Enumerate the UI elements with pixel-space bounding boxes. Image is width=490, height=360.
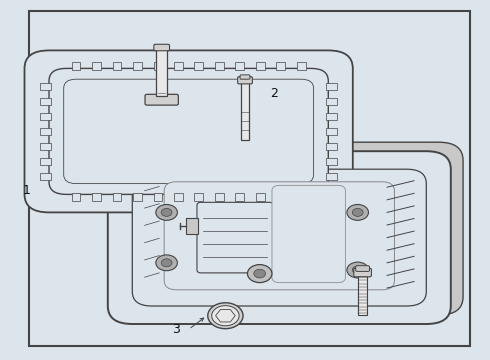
Bar: [326, 173, 337, 180]
Bar: [326, 98, 337, 105]
FancyBboxPatch shape: [197, 202, 273, 273]
FancyBboxPatch shape: [64, 79, 314, 184]
Bar: [241, 79, 249, 140]
Bar: [153, 193, 162, 201]
Bar: [174, 193, 183, 201]
Bar: [256, 193, 265, 201]
Bar: [276, 62, 285, 70]
Bar: [326, 83, 337, 90]
Bar: [72, 193, 80, 201]
Bar: [326, 143, 337, 150]
FancyBboxPatch shape: [354, 268, 371, 277]
Bar: [195, 62, 203, 70]
Bar: [297, 62, 306, 70]
Circle shape: [212, 306, 239, 326]
Bar: [215, 62, 224, 70]
Bar: [174, 62, 183, 70]
Bar: [186, 218, 198, 234]
FancyBboxPatch shape: [272, 185, 345, 283]
FancyBboxPatch shape: [164, 182, 394, 290]
Circle shape: [352, 266, 363, 274]
Bar: [133, 62, 142, 70]
Bar: [133, 193, 142, 201]
Bar: [256, 62, 265, 70]
Circle shape: [156, 255, 177, 271]
Bar: [40, 158, 51, 165]
Text: 1: 1: [23, 184, 31, 197]
Text: 3: 3: [172, 323, 180, 336]
FancyBboxPatch shape: [120, 142, 463, 315]
FancyBboxPatch shape: [154, 44, 170, 51]
Circle shape: [161, 259, 172, 267]
Bar: [40, 143, 51, 150]
Bar: [156, 49, 167, 96]
Bar: [40, 113, 51, 120]
Bar: [236, 62, 245, 70]
Bar: [215, 193, 224, 201]
Circle shape: [156, 204, 177, 220]
Circle shape: [347, 204, 368, 220]
Bar: [40, 83, 51, 90]
Text: 2: 2: [270, 87, 278, 100]
FancyBboxPatch shape: [240, 75, 250, 79]
Circle shape: [247, 265, 272, 283]
Circle shape: [352, 208, 363, 216]
Bar: [40, 173, 51, 180]
FancyBboxPatch shape: [356, 266, 369, 271]
Bar: [153, 62, 162, 70]
Bar: [40, 128, 51, 135]
Bar: [326, 158, 337, 165]
FancyBboxPatch shape: [238, 77, 252, 84]
Bar: [92, 62, 101, 70]
Bar: [236, 193, 245, 201]
Bar: [326, 113, 337, 120]
Bar: [113, 62, 122, 70]
Circle shape: [254, 269, 266, 278]
FancyBboxPatch shape: [24, 50, 353, 212]
Bar: [72, 62, 80, 70]
Circle shape: [208, 303, 243, 329]
Bar: [358, 275, 367, 315]
Bar: [297, 193, 306, 201]
Bar: [40, 98, 51, 105]
Circle shape: [161, 208, 172, 216]
Bar: [113, 193, 122, 201]
Bar: [195, 193, 203, 201]
FancyBboxPatch shape: [108, 151, 451, 324]
Bar: [326, 128, 337, 135]
FancyBboxPatch shape: [49, 68, 328, 194]
FancyBboxPatch shape: [145, 94, 178, 105]
Circle shape: [347, 262, 368, 278]
Bar: [276, 193, 285, 201]
FancyBboxPatch shape: [132, 169, 426, 306]
Bar: [92, 193, 101, 201]
